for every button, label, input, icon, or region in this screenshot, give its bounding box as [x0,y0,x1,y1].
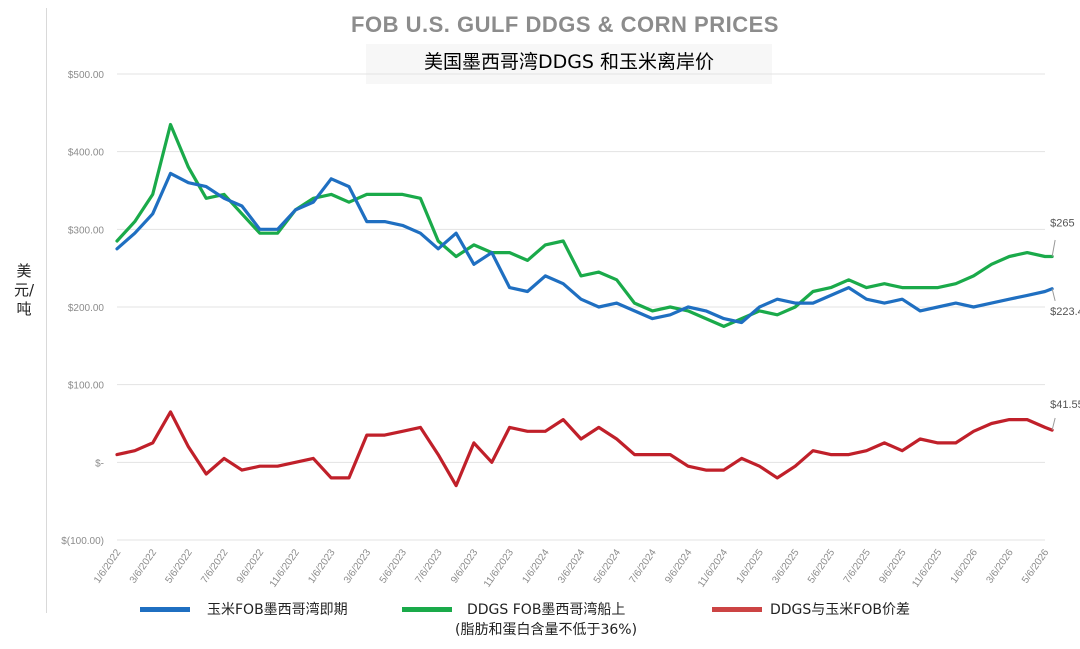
end-label-ddgs-leader [1051,239,1056,257]
y-tick-label: $- [95,458,104,469]
x-tick-label: 7/6/2025 [842,547,874,586]
x-tick-label: 5/6/2026 [1020,547,1052,586]
x-tick-label: 3/6/2025 [770,547,802,586]
x-tick-label: 7/6/2024 [627,547,659,586]
x-tick-label: 11/6/2023 [482,547,516,590]
y-tick-label: $300.00 [68,225,105,236]
x-tick-label: 3/6/2024 [556,547,588,586]
series-line-spread [115,410,1054,488]
x-tick-label: 11/6/2025 [910,547,944,590]
x-tick-label: 1/6/2026 [949,547,981,586]
legend-swatch-ddgs [402,607,452,612]
chart-subtitle: 美国墨西哥湾DDGS 和玉米离岸价 [366,44,772,84]
legend-label-corn: 玉米FOB墨西哥湾即期 [207,602,348,618]
legend-label-ddgs: DDGS FOB墨西哥湾船上 [467,602,626,618]
x-tick-label: 3/6/2023 [342,547,374,586]
legend: 玉米FOB墨西哥湾即期 DDGS FOB墨西哥湾船上 (脂肪和蛋白含量不低于36… [0,600,1080,640]
y-tick-label: $100.00 [68,381,105,392]
x-tick-label: 11/6/2022 [268,547,302,590]
x-tick-label: 1/6/2022 [92,547,124,586]
y-tick-label: $500.00 [68,70,105,81]
chart-title: FOB U.S. GULF DDGS & CORN PRICES [351,12,779,37]
x-tick-label: 9/6/2025 [877,547,909,586]
x-tick-label: 5/6/2024 [592,547,624,586]
x-tick-label: 1/6/2025 [735,547,767,586]
end-label-corn: $223.45 [1050,306,1080,318]
x-tick-label: 5/6/2025 [806,547,838,586]
legend-swatch-corn [140,607,190,612]
x-tick-label: 9/6/2023 [449,547,481,586]
x-tick-label: 7/6/2022 [199,547,231,586]
y-tick-label: $400.00 [68,148,105,159]
x-tick-label: 7/6/2023 [413,547,445,586]
legend-sublabel-ddgs: (脂肪和蛋白含量不低于36%) [455,622,638,638]
x-tick-label: 9/6/2022 [235,547,267,586]
x-tick-label: 1/6/2023 [306,547,338,586]
x-tick-label: 1/6/2024 [520,547,552,586]
end-label-corn-leader [1051,288,1056,302]
line-chart: $500.00 $400.00 $300.00 $200.00 $100.00 $- $(1… [61,70,1080,590]
y-axis-label: 美元/吨 [14,262,34,319]
left-border [46,8,47,613]
x-tick-label: 5/6/2023 [378,547,410,586]
x-tick-label: 9/6/2024 [663,547,695,586]
series-line-ddgs [115,122,1054,328]
end-label-ddgs: $265 [1050,218,1074,230]
end-label-spread-leader [1051,417,1056,431]
y-tick-label: $(100.00) [61,536,104,547]
x-tick-label: 3/6/2026 [984,547,1016,586]
y-tick-label: $200.00 [68,303,105,314]
legend-swatch-spread [712,607,762,612]
x-tick-label: 5/6/2022 [163,547,195,586]
legend-label-spread: DDGS与玉米FOB价差 [770,602,910,618]
x-tick-label: 11/6/2024 [696,547,730,590]
series-line-corn [115,171,1054,325]
x-tick-label: 3/6/2022 [128,547,160,586]
y-axis-label-text: 美元/吨 [14,262,35,318]
end-label-spread: $41.55 [1050,399,1080,411]
